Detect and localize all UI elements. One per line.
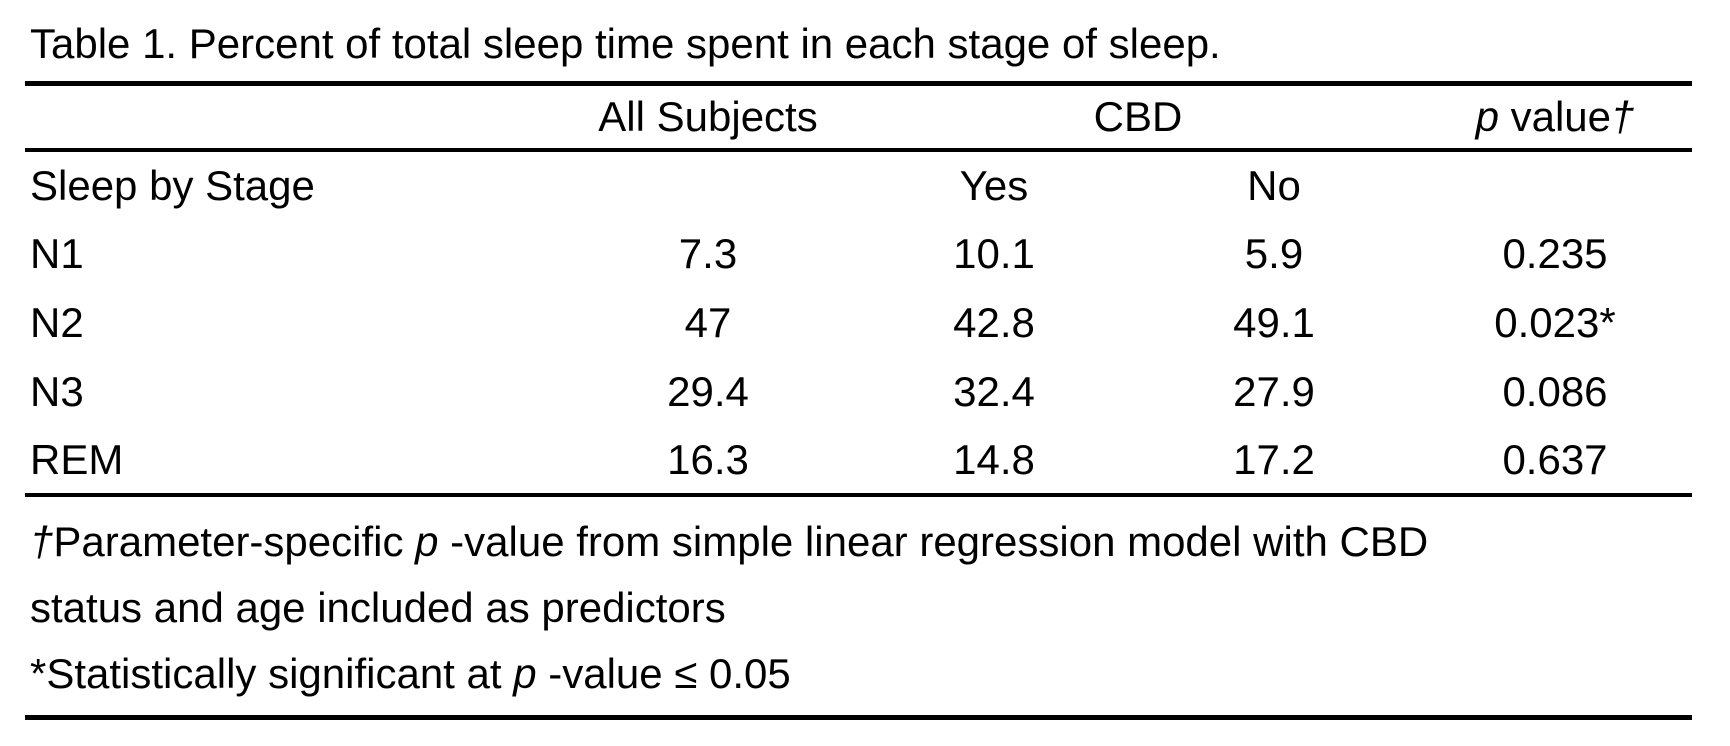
sleep-stage-table: All Subjects CBD p value† Sleep by Stage… <box>25 86 1692 497</box>
cbd-yes-value: 10.1 <box>953 229 1035 277</box>
stage-label: N2 <box>30 298 84 346</box>
footnote-text: -value ≤ 0.05 <box>536 650 791 697</box>
cbd-yes-value: 32.4 <box>953 367 1035 415</box>
footnote-text: *Statistically significant at <box>30 650 514 697</box>
sleep-table-figure: Table 1. Percent of total sleep time spe… <box>25 0 1692 720</box>
p-value-italic-p: p <box>1475 93 1499 140</box>
cbd-yes-value: 42.8 <box>953 298 1035 346</box>
stage-subheader-label: Sleep by Stage <box>30 161 315 209</box>
all-subjects-value: 16.3 <box>667 435 749 483</box>
footnote-dagger-line2: status and age included as predictors <box>30 575 1692 641</box>
cbd-no-value: 49.1 <box>1233 298 1315 346</box>
footnote-text: -value from simple linear regression mod… <box>438 518 1429 565</box>
header-all-subjects: All Subjects <box>598 93 818 140</box>
table-title: Table 1. Percent of total sleep time spe… <box>25 0 1692 86</box>
italic-p: p <box>513 650 537 697</box>
header-p-value: p value† <box>1418 86 1692 150</box>
stage-subheader-row: Sleep by Stage Yes No <box>25 150 1692 219</box>
p-value: 0.023* <box>1494 298 1616 346</box>
cbd-no-value: 17.2 <box>1233 435 1315 483</box>
subheader-cbd-yes: Yes <box>959 161 1029 209</box>
all-subjects-value: 29.4 <box>667 367 749 415</box>
all-subjects-value: 7.3 <box>678 229 738 277</box>
subheader-empty-p-value <box>1418 150 1692 219</box>
header-empty-cell <box>25 86 558 150</box>
table-row-n1: N1 7.3 10.1 5.9 0.235 <box>25 219 1692 288</box>
table-header-row: All Subjects CBD p value† <box>25 86 1692 150</box>
all-subjects-value: 47 <box>684 298 732 346</box>
p-value-label: value <box>1498 93 1612 140</box>
table-footnotes: †Parameter-specific p -value from simple… <box>25 497 1692 720</box>
stage-label: N3 <box>30 367 84 415</box>
footnote-dagger-line1: †Parameter-specific p -value from simple… <box>30 509 1692 575</box>
p-value: 0.637 <box>1502 435 1608 483</box>
table-row-n3: N3 29.4 32.4 27.9 0.086 <box>25 357 1692 426</box>
p-value: 0.086 <box>1502 367 1608 415</box>
stage-label: N1 <box>30 229 84 277</box>
header-cbd: CBD <box>1093 93 1183 140</box>
cbd-no-value: 27.9 <box>1233 367 1315 415</box>
p-value: 0.235 <box>1502 229 1608 277</box>
table-row-n2: N2 47 42.8 49.1 0.023* <box>25 288 1692 357</box>
footnote-text: Parameter-specific <box>53 518 416 565</box>
footnote-text: status and age included as predictors <box>30 584 726 631</box>
stage-label: REM <box>30 435 124 483</box>
table-row-rem: REM 16.3 14.8 17.2 0.637 <box>25 426 1692 495</box>
dagger-symbol: † <box>30 518 54 565</box>
dagger-symbol: † <box>1611 93 1635 140</box>
cbd-yes-value: 14.8 <box>953 435 1035 483</box>
subheader-cbd-no: No <box>1247 161 1301 209</box>
cbd-no-value: 5.9 <box>1244 229 1304 277</box>
italic-p: p <box>415 518 439 565</box>
footnote-significance: *Statistically significant at p -value ≤… <box>30 641 1692 707</box>
subheader-empty-all-subjects <box>558 150 858 219</box>
